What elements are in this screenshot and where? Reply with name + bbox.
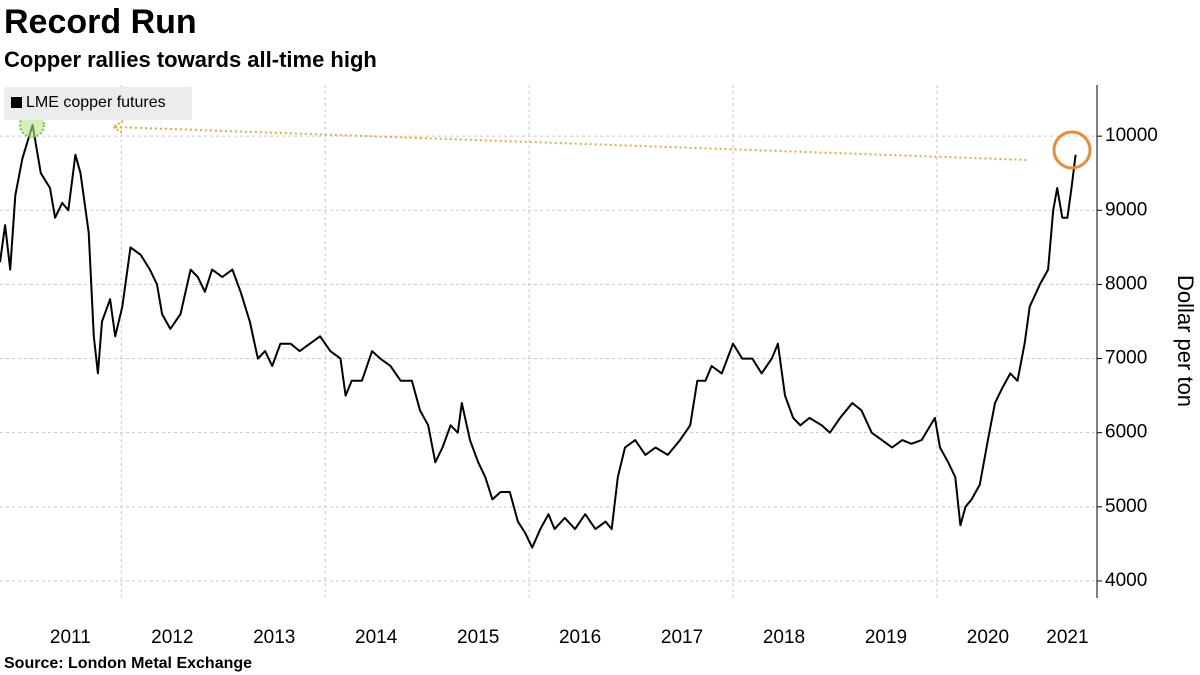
x-tick-label: 2012: [151, 627, 193, 648]
legend-box: [4, 87, 192, 120]
x-tick-label: 2015: [457, 627, 499, 648]
y-tick-label: 6000: [1105, 422, 1147, 443]
x-tick-label: 2011: [50, 627, 91, 648]
x-tick-label: 2021: [1046, 627, 1088, 648]
y-axis-title: Dollar per ton: [1173, 275, 1198, 407]
chart-title: Record Run: [4, 3, 197, 41]
x-tick-label: 2016: [559, 627, 601, 648]
x-tick-label: 2020: [967, 627, 1009, 648]
y-tick-label: 9000: [1105, 199, 1147, 220]
x-tick-label: 2017: [661, 627, 703, 648]
legend-swatch: [11, 97, 22, 108]
annotation-arrow: [114, 126, 1029, 161]
source: Source: London Metal Exchange: [4, 655, 252, 672]
x-tick-label: 2018: [763, 627, 805, 648]
grid: 4000 5000 6000 7000 8000 9000 10000 2011 2012 201…: [0, 85, 1158, 648]
y-tick-label: 4000: [1105, 570, 1147, 591]
x-tick-label: 2019: [865, 627, 907, 648]
x-tick-label: 2014: [355, 627, 398, 648]
chart-subtitle: Copper rallies towards all-time high: [4, 47, 377, 72]
plot: [0, 124, 1077, 549]
annotation-end-marker: [1052, 130, 1092, 170]
legend-label: LME copper futures: [26, 94, 166, 111]
y-tick-label: 8000: [1105, 273, 1147, 294]
price-line: [0, 124, 1077, 549]
y-tick-label: 10000: [1105, 125, 1158, 146]
y-tick-label: 5000: [1105, 496, 1147, 517]
y-tick-label: 7000: [1105, 348, 1147, 369]
x-tick-label: 2013: [253, 627, 295, 648]
legend: LME copper futures: [4, 87, 192, 120]
